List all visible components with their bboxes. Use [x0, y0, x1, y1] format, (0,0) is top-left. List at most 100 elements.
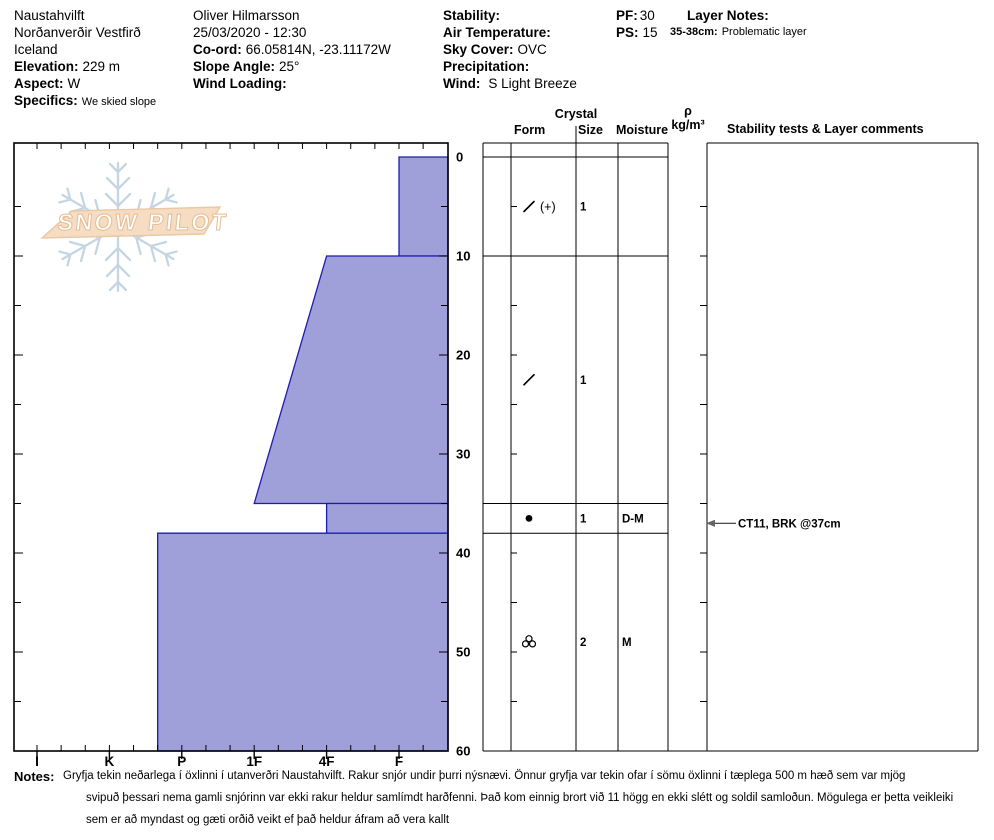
- grain-form-df-icon: [523, 373, 535, 386]
- sky-cover-label: Sky Cover:: [443, 42, 514, 57]
- depth-tick-label: 60: [456, 744, 470, 759]
- hardness-axis-ticks: [36, 143, 424, 759]
- depth-tick-label: 50: [456, 645, 470, 660]
- layer-note-text: Problematic layer: [721, 26, 807, 38]
- site-region: Norðanverðir Vestfirð: [14, 25, 141, 40]
- grain-form-mf-icon: [521, 635, 537, 648]
- site-aspect: Aspect: W: [14, 75, 156, 92]
- stability-test-text: CT11, BRK @37cm: [738, 518, 841, 530]
- hardness-tick-label: 1F: [246, 754, 262, 769]
- slope-angle: Slope Angle: 25°: [193, 58, 391, 75]
- layer-table-grid: [482, 126, 979, 752]
- hardness-tick-label: P: [177, 754, 186, 769]
- grain-form-suffix: (+): [540, 200, 556, 214]
- depth-tick-label: 0: [456, 150, 463, 165]
- wind-value: S Light Breeze: [488, 76, 577, 91]
- column-header-moisture: Moisture: [616, 123, 669, 137]
- notes-line-1: Gryfja tekin neðarlega í öxlinni í utanv…: [63, 770, 906, 782]
- header-layer-notes-block: Layer Notes: 35-38cm: Problematic layer: [670, 7, 807, 41]
- observation-datetime: 25/03/2020 - 12:30: [193, 25, 307, 40]
- ps-label: PS:: [616, 25, 639, 40]
- hardness-profile-layers: [157, 156, 449, 752]
- wind-label: Wind:: [443, 76, 481, 91]
- hardness-tick-label: I: [35, 754, 39, 769]
- notes-line-3: sem er að myndast og gæti orðið veikt ef…: [86, 814, 450, 826]
- pf-label: PF:: [616, 8, 638, 23]
- site-name: Naustahvilft: [14, 8, 85, 23]
- coordinates: Co-ord: 66.05814N, -23.11172W: [193, 41, 391, 58]
- specifics-label: Specifics:: [14, 93, 78, 108]
- site-specifics: Specifics: We skied slope: [14, 92, 156, 111]
- ps-value: 15: [642, 25, 658, 40]
- notes-line-2: svipuð þessari nema gamli snjórinn var e…: [86, 792, 954, 804]
- coord-label: Co-ord:: [193, 42, 242, 57]
- column-header-size: Size: [578, 123, 604, 137]
- chart-generated-content: I K P 1F 4F F 0 10 20 30 40 50 60 (+) 1 1 1 D-M CT11, BRK …: [13, 126, 979, 769]
- notes-label: Notes:: [14, 769, 55, 784]
- header-scores-block: PF: 30 PS: 15: [616, 7, 658, 41]
- snow-layer-polygon: [253, 255, 449, 505]
- hardness-tick-label: K: [105, 754, 115, 769]
- slope-angle-value: 25°: [279, 59, 300, 74]
- header-site-block: Naustahvilft Norðanverðir Vestfirð Icela…: [14, 7, 156, 111]
- ps-score: PS: 15: [616, 24, 658, 41]
- logo-text: SNOW PILOT: [56, 209, 229, 235]
- aspect-value: W: [67, 76, 81, 91]
- depth-tick-label: 40: [456, 546, 470, 561]
- snowpilot-logo: SNOW PILOT: [40, 161, 230, 293]
- observer-name: Oliver Hilmarsson: [193, 8, 300, 23]
- snow-layer-polygon: [157, 532, 449, 752]
- grain-size-value: 1: [580, 202, 587, 214]
- site-country: Iceland: [14, 42, 58, 57]
- hardness-tick-label: 4F: [319, 754, 335, 769]
- layer-notes-label: Layer Notes:: [687, 8, 769, 23]
- snow-layer-polygon: [398, 156, 449, 257]
- column-header-density-symbol: ρ: [684, 104, 692, 118]
- depth-tick-label: 20: [456, 348, 470, 363]
- grain-size-value: 1: [580, 513, 587, 525]
- depth-tick-label: 30: [456, 447, 470, 462]
- precipitation-label: Precipitation:: [443, 59, 530, 74]
- wind-loading-label: Wind Loading:: [193, 76, 287, 91]
- wind-loading: Wind Loading:: [193, 75, 391, 92]
- grain-form-df-icon: [523, 200, 535, 213]
- stability-label: Stability:: [443, 8, 501, 23]
- site-elevation: Elevation: 229 m: [14, 58, 156, 75]
- grain-form-rg-icon: [525, 514, 533, 522]
- layer-note-item: 35-38cm: Problematic layer: [670, 24, 807, 41]
- stability: Stability:: [443, 7, 577, 24]
- depth-axis-labels: 0 10 20 30 40 50 60: [456, 150, 470, 759]
- elevation-label: Elevation:: [14, 59, 79, 74]
- logo-banner: [40, 206, 222, 239]
- hardness-axis-labels: I K P 1F 4F F: [35, 754, 403, 769]
- stability-test-annotation: CT11, BRK @37cm: [706, 518, 841, 530]
- depth-tick-label: 10: [456, 249, 470, 264]
- column-header-form: Form: [514, 123, 546, 137]
- hardness-tick-label: F: [395, 754, 403, 769]
- sky-cover-value: OVC: [517, 42, 547, 57]
- grain-size-value: 1: [580, 375, 587, 387]
- layer-notes-title: Layer Notes:: [670, 7, 807, 24]
- air-temp-label: Air Temperature:: [443, 25, 551, 40]
- header-conditions-block: Stability: Air Temperature: Sky Cover: OV…: [443, 7, 577, 92]
- left-arrow-icon: [706, 519, 715, 527]
- elevation-value: 229 m: [82, 59, 121, 74]
- wind: Wind: S Light Breeze: [443, 75, 577, 92]
- air-temperature: Air Temperature:: [443, 24, 577, 41]
- precipitation: Precipitation:: [443, 58, 577, 75]
- coord-value: 66.05814N, -23.11172W: [245, 42, 391, 57]
- specifics-value: We skied slope: [81, 96, 157, 108]
- aspect-label: Aspect:: [14, 76, 64, 91]
- snow-layer-polygon: [325, 502, 449, 534]
- pf-score: PF: 30: [616, 7, 658, 24]
- slope-angle-label: Slope Angle:: [193, 59, 276, 74]
- layer-note-depth: 35-38cm:: [670, 26, 718, 38]
- moisture-value: D-M: [622, 513, 644, 525]
- header-observation-block: Oliver Hilmarsson 25/03/2020 - 12:30 Co-…: [193, 7, 391, 92]
- column-header-comments: Stability tests & Layer comments: [727, 122, 924, 136]
- depth-axis-ticks: [14, 206, 448, 702]
- sky-cover: Sky Cover: OVC: [443, 41, 577, 58]
- moisture-value: M: [622, 637, 632, 649]
